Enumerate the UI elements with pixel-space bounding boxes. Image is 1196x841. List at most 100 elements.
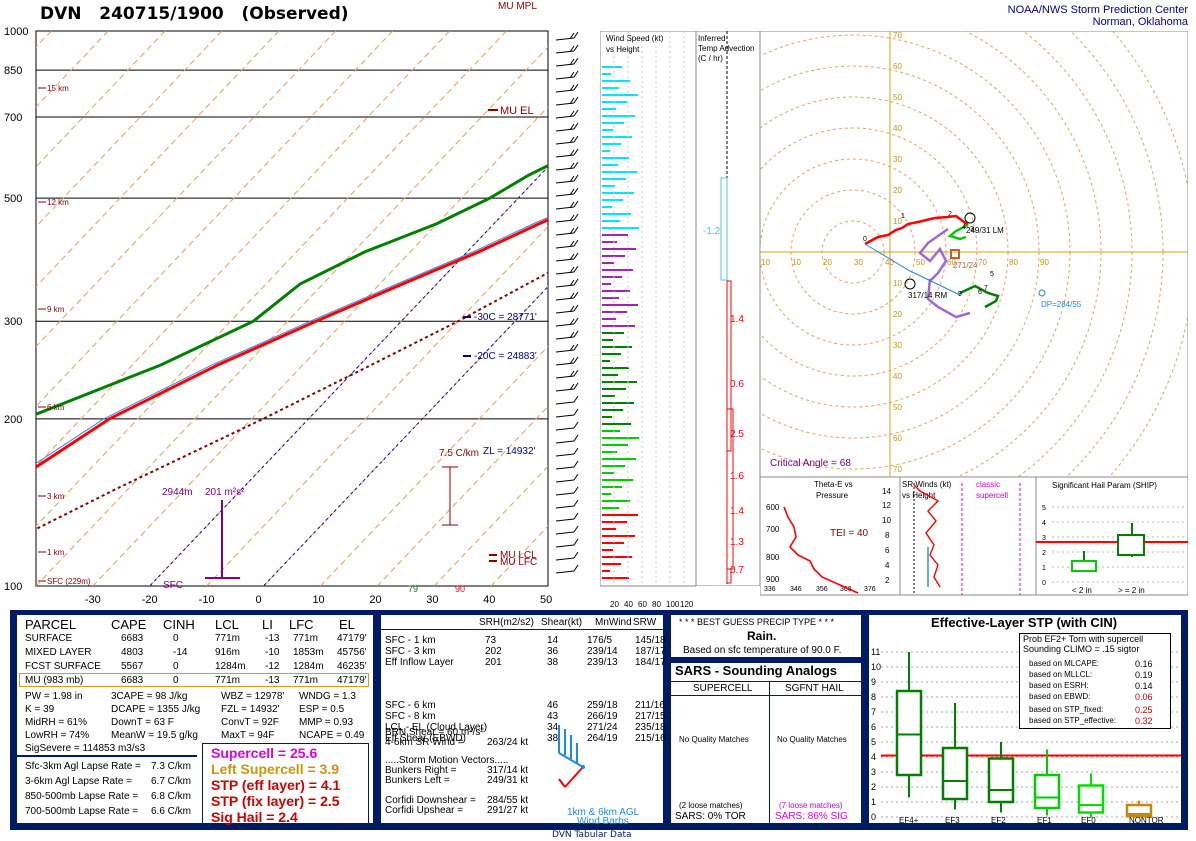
temp-tick-label: -30 (85, 594, 101, 606)
hodo-y-tick: 60 (893, 434, 902, 443)
kinematic-cell: SFC - 1 km (385, 635, 436, 646)
kinematic-cell: 202 (485, 646, 502, 657)
dp-label: DP=284/55 (1041, 300, 1082, 309)
adv-val-2: 0.6 (730, 379, 744, 390)
ref-isotherm (263, 285, 548, 586)
wind-barb-flag (569, 84, 575, 92)
stp-prob-value: 0.06 (1135, 692, 1153, 702)
kin-hdr-0: SRH(m2/s2) (479, 617, 535, 628)
wind-barb-flag (569, 305, 575, 313)
pressure-tick-label: 300 (4, 316, 22, 328)
ship-y-tick: 0 (1042, 580, 1046, 587)
ref-isotherm (149, 166, 548, 586)
kinematic-cell: 36 (547, 646, 559, 657)
thetae-x-2: 356 (816, 586, 828, 593)
kinematic-cell: 217/15 (635, 711, 666, 722)
fzl-label: ZL = 14932' (483, 446, 536, 457)
mean-label: 271/24 (953, 261, 978, 270)
kinematic-cell: 145/18 (635, 635, 666, 646)
temp-tick-label: 10 (312, 594, 324, 606)
mu-row-highlight (19, 673, 369, 687)
kinematic-cell: Eff Shear (EBWD) (385, 733, 466, 744)
wind-barb (555, 518, 575, 522)
height-label: 12 km (47, 198, 69, 207)
stp-y-tick: 5 (871, 737, 876, 747)
kinematic-cell: 184/17 (635, 657, 666, 668)
obs-mode: (Observed) (241, 4, 349, 24)
wind-barb-flag (573, 174, 579, 182)
mean-wind-marker (950, 249, 960, 259)
wind-barb (555, 310, 575, 314)
thermo-value: ESP = 0.5 (299, 704, 345, 715)
sfc-t-label: 90 (455, 584, 465, 594)
stp-prob-title2: Sounding CLIMO = .15 sigtor (1023, 644, 1140, 654)
srw-y-7: 2 (885, 576, 890, 585)
stp-category-label: EF3 (945, 816, 960, 823)
wind-barb-flag (569, 97, 575, 105)
kinematic-cell: 264/19 (587, 733, 618, 744)
bunkers-left-val: 249/31 kt (487, 775, 529, 786)
parcel-cell: FCST SURFACE (25, 661, 101, 672)
org-line-1: NOAA/NWS Storm Prediction Center (1007, 4, 1188, 16)
storm-motion-title: .....Storm Motion Vectors..... (385, 755, 509, 766)
wind-barb (555, 297, 575, 301)
stp-prob-value: 0.16 (1135, 659, 1153, 669)
kinematic-table: SRH(m2/s2) Shear(kt) MnWind SRW SFC - 1 … (378, 612, 666, 827)
wind-barb (555, 115, 575, 119)
lm-label: 249/31 LM (966, 226, 1004, 235)
mu-lcl-label: MU LCL (500, 550, 537, 561)
sars-result1: SARS: 0% TOR (675, 811, 746, 822)
sars-box: SARS - Sounding Analogs SUPERCELL SGFNT … (668, 660, 864, 826)
ship-cat-1: > = 2 in (1118, 586, 1145, 595)
srw-y-6: 4 (885, 561, 890, 570)
kinematic-cell: 266/19 (587, 711, 618, 722)
height-label: 15 km (47, 84, 69, 93)
adv-val-1: 1.4 (730, 314, 744, 325)
thermo-value: 3CAPE = 98 J/kg (111, 691, 188, 702)
lapse-label: 850-500mb Lapse Rate = (25, 791, 139, 802)
parcel-hdr-4: LI (262, 617, 273, 632)
barb-caption-1: 1km & 6km AGL (567, 807, 640, 818)
hodo-x-tick: 70 (978, 258, 987, 267)
thermo-value: MidRH = 61% (25, 717, 87, 728)
height-label: 9 km (47, 305, 65, 314)
kin-divider (381, 629, 663, 630)
kinematic-cell: 176/5 (587, 635, 613, 646)
wind-barb-flag (569, 357, 575, 365)
stp-prob-label: based on MLCAPE: (1029, 659, 1100, 668)
wind-barb-flag (573, 31, 579, 39)
wind-barb-flag (573, 486, 579, 494)
stp-prob-value: 0.32 (1135, 716, 1153, 726)
wind-barb (555, 193, 575, 197)
wind-barb-flag (573, 83, 579, 91)
srw-title-2: vs Height (902, 491, 936, 500)
temperature-trace (36, 218, 548, 469)
height-label: 1 km (47, 548, 65, 557)
corfidi-down-val: 284/55 kt (487, 795, 529, 806)
stp-box (987, 757, 1015, 804)
kinematic-cell: 211/16 (635, 700, 665, 711)
wind-barb-flag (569, 253, 575, 261)
wind-barb-flag (573, 148, 579, 156)
wind-barb (555, 453, 575, 457)
stp-y-tick: 3 (871, 767, 876, 777)
parcel-cell: MU (983 mb) (25, 675, 84, 686)
stp-y-tick: 0 (871, 812, 876, 822)
srw-y-5: 6 (885, 546, 890, 555)
left-mover-marker (964, 212, 976, 224)
kinematic-cell: 201 (485, 657, 502, 668)
kinematic-cell: 239/14 (587, 646, 618, 657)
wind-barb-flag (569, 344, 575, 352)
adv-val-3: 2.5 (730, 429, 744, 440)
station-id: DVN (40, 4, 82, 24)
wind-barb (555, 89, 575, 93)
hodo-y-tick: 70 (893, 31, 902, 40)
hodo-x-tick: 90 (1040, 258, 1049, 267)
ship-panel: Significant Hail Param (SHIP) 0 1 2 3 4 5 < 2… (1036, 477, 1188, 596)
wind-tick-label: 20 (610, 600, 619, 609)
sr-wind: 4-6km SR Wind = (385, 737, 464, 748)
parcel-cell: 1284m (293, 661, 324, 672)
corfidi-up: Corfidi Upshear = (385, 805, 464, 816)
thermo-value: ConvT = 92F (221, 717, 279, 728)
wind-barb-flag (569, 279, 575, 287)
